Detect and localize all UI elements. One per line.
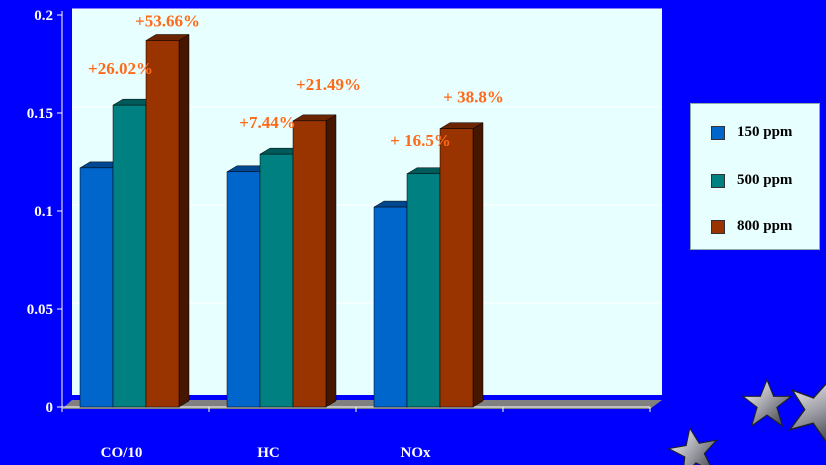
- star-icon: [741, 378, 793, 428]
- legend: 150 ppm 500 ppm 800 ppm: [690, 103, 820, 250]
- y-tick-labels: 0 0.05 0.1 0.15 0.2: [27, 8, 53, 416]
- star-icon: [788, 379, 826, 446]
- legend-item-800-ppm: 800 ppm: [711, 218, 792, 235]
- percent-change-label: +7.44%: [239, 113, 295, 132]
- percent-change-label: +53.66%: [135, 11, 200, 30]
- legend-swatch: [711, 219, 725, 234]
- legend-label: 150 ppm: [737, 124, 793, 140]
- bars: [79, 34, 484, 408]
- category-label: HC: [257, 445, 280, 461]
- plot-area-back-wall: [72, 9, 662, 395]
- legend-swatch: [711, 173, 725, 188]
- bar: [145, 34, 190, 408]
- legend-item-150-ppm: 150 ppm: [711, 124, 792, 141]
- legend-label: 800 ppm: [737, 218, 793, 234]
- y-tick-label: 0.2: [34, 8, 53, 24]
- y-tick-label: 0.15: [27, 106, 53, 122]
- bar: [439, 122, 484, 408]
- percent-change-label: +21.49%: [296, 75, 361, 94]
- category-labels: CO/10 HC NOx: [101, 445, 431, 461]
- y-tick-label: 0.05: [27, 302, 53, 318]
- percent-change-label: + 38.8%: [443, 88, 504, 107]
- y-tick-label: 0.1: [34, 204, 53, 220]
- y-tick-label: 0: [46, 400, 54, 416]
- category-label: NOx: [401, 445, 432, 461]
- bar: [292, 114, 337, 408]
- percent-change-label: + 16.5%: [390, 131, 451, 150]
- legend-swatch: [711, 125, 725, 140]
- category-label: CO/10: [101, 445, 143, 461]
- legend-label: 500 ppm: [737, 172, 793, 188]
- star-icon: [667, 426, 718, 465]
- annotations: +53.66% +26.02% +21.49%+7.44% + 38.8% + 16.5…: [88, 11, 504, 149]
- legend-item-500-ppm: 500 ppm: [711, 172, 792, 189]
- percent-change-label: +26.02%: [88, 59, 153, 78]
